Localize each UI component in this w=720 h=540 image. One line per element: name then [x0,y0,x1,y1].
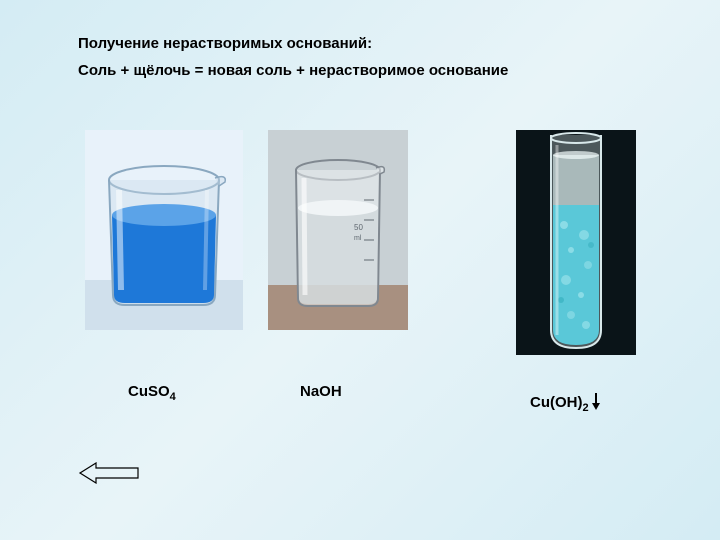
label-cuoh2-sub: 2 [583,402,589,414]
label-cuoh2: Cu(OH)2 [530,392,601,414]
label-cuoh2-main: Cu(OH) [530,394,583,411]
label-cuso4-main: CuSO [128,383,170,400]
heading-line-2: Соль + щёлочь = новая соль + нерастворим… [78,62,508,79]
back-arrow-button[interactable] [78,462,140,489]
heading-line-1: Получение нерастворимых оснований: [78,35,372,52]
beaker-clear-icon: 50 ml [268,130,408,330]
image-naoh: 50 ml [268,130,408,330]
image-cuso4 [85,130,243,330]
precipitate-arrow-icon [591,392,601,414]
label-naoh: NaOH [300,383,342,400]
label-cuso4-sub: 4 [170,391,176,403]
svg-text:ml: ml [354,235,362,242]
image-cuoh2 [516,130,636,355]
svg-text:50: 50 [354,223,363,232]
test-tube-icon [516,130,636,355]
label-naoh-main: NaOH [300,383,342,400]
arrow-left-icon [78,462,140,484]
label-cuso4: CuSO4 [128,383,176,403]
beaker-blue-icon [85,130,243,330]
